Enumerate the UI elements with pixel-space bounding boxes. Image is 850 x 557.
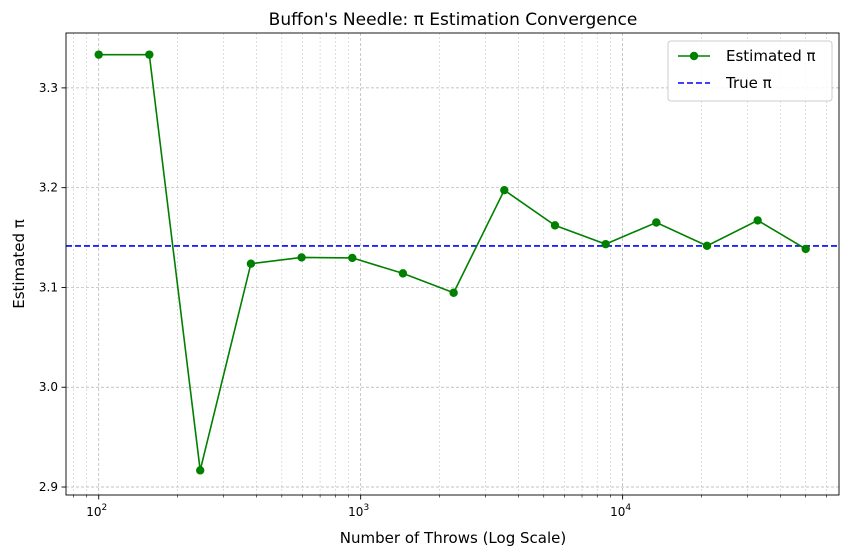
data-point: [246, 259, 256, 268]
data-point: [550, 221, 560, 230]
plot-area: [66, 50, 839, 475]
y-axis-label: Estimated π: [10, 219, 28, 309]
x-tick-label: 103: [348, 503, 369, 519]
y-tick-label: 3.2: [39, 181, 58, 195]
data-point: [753, 216, 762, 225]
x-axis-ticks: 102 103 104: [73, 495, 827, 519]
data-point: [398, 269, 408, 278]
y-axis-ticks: 2.9 3.0 3.1 3.2 3.3: [39, 81, 66, 494]
y-tick-label: 3.1: [39, 280, 58, 294]
data-point: [801, 244, 810, 254]
plot-frame: [65, 32, 840, 496]
grid: [66, 33, 839, 495]
x-tick-label: 102: [86, 503, 107, 519]
data-point: [702, 241, 712, 251]
estimated-pi-line: [98, 53, 807, 471]
data-point: [601, 239, 610, 249]
y-tick-label: 3.0: [39, 380, 58, 394]
legend-estimated-marker: [689, 51, 699, 61]
data-point: [500, 185, 509, 195]
legend: Estimated π True π: [667, 40, 833, 102]
legend-estimated-label: Estimated π: [726, 47, 816, 65]
data-point: [348, 253, 357, 263]
estimated-pi-markers: [94, 50, 810, 475]
data-point: [297, 253, 306, 262]
y-tick-label: 2.9: [39, 480, 58, 494]
data-point: [196, 466, 205, 475]
data-point: [652, 218, 661, 227]
data-point: [94, 50, 103, 59]
data-point: [449, 288, 458, 297]
legend-true-pi-label: True π: [725, 74, 772, 92]
x-axis-label: Number of Throws (Log Scale): [340, 529, 566, 547]
chart-title: Buffon's Needle: π Estimation Convergenc…: [269, 10, 638, 30]
y-tick-label: 3.3: [39, 81, 58, 95]
data-point: [145, 50, 154, 59]
x-tick-label: 104: [610, 503, 631, 519]
